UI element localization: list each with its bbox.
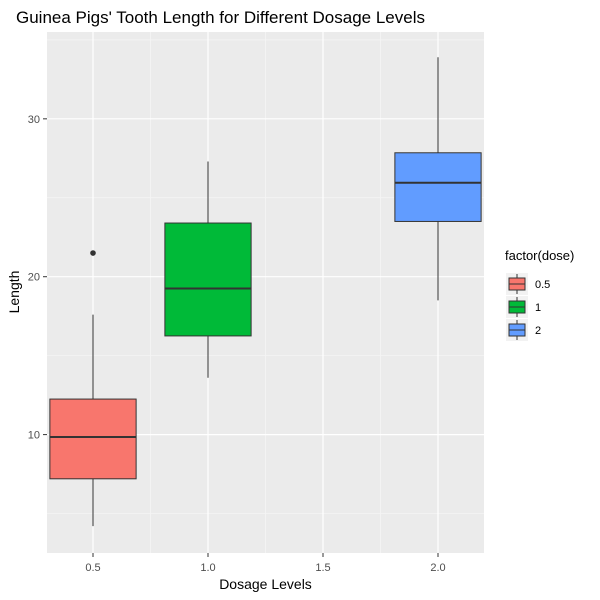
legend-label: 1 <box>535 302 541 314</box>
legend-entry-0.5: 0.5 <box>506 273 550 295</box>
box-dose-1 <box>164 161 252 378</box>
y-tick-label: 20 <box>28 272 40 284</box>
x-tick-label: 0.5 <box>85 562 100 574</box>
x-tick-label: 1.5 <box>315 562 330 574</box>
legend-entry-1: 1 <box>506 296 541 318</box>
legend-entry-2: 2 <box>506 319 541 341</box>
y-tick-label: 30 <box>28 114 40 126</box>
box-body <box>164 222 252 337</box>
chart-title: Guinea Pigs' Tooth Length for Different … <box>16 8 425 27</box>
x-tick-label: 1.0 <box>200 562 215 574</box>
box-body <box>49 398 137 480</box>
y-axis: 10 20 30 <box>28 114 47 442</box>
x-axis: 0.5 1.0 1.5 2.0 <box>85 553 446 574</box>
outlier-point <box>90 250 96 256</box>
x-tick-label: 2.0 <box>430 562 445 574</box>
y-axis-title: Length <box>6 271 22 314</box>
legend-label: 2 <box>535 325 541 337</box>
box-body <box>394 152 482 222</box>
legend-label: 0.5 <box>535 279 550 291</box>
boxes <box>49 57 482 527</box>
legend-title: factor(dose) <box>505 248 574 263</box>
x-axis-title: Dosage Levels <box>219 576 312 592</box>
y-tick-label: 10 <box>28 430 40 442</box>
box-dose-0.5 <box>49 250 137 527</box>
legend: factor(dose) 0.5 1 2 <box>505 248 574 341</box>
box-dose-2 <box>394 57 482 301</box>
